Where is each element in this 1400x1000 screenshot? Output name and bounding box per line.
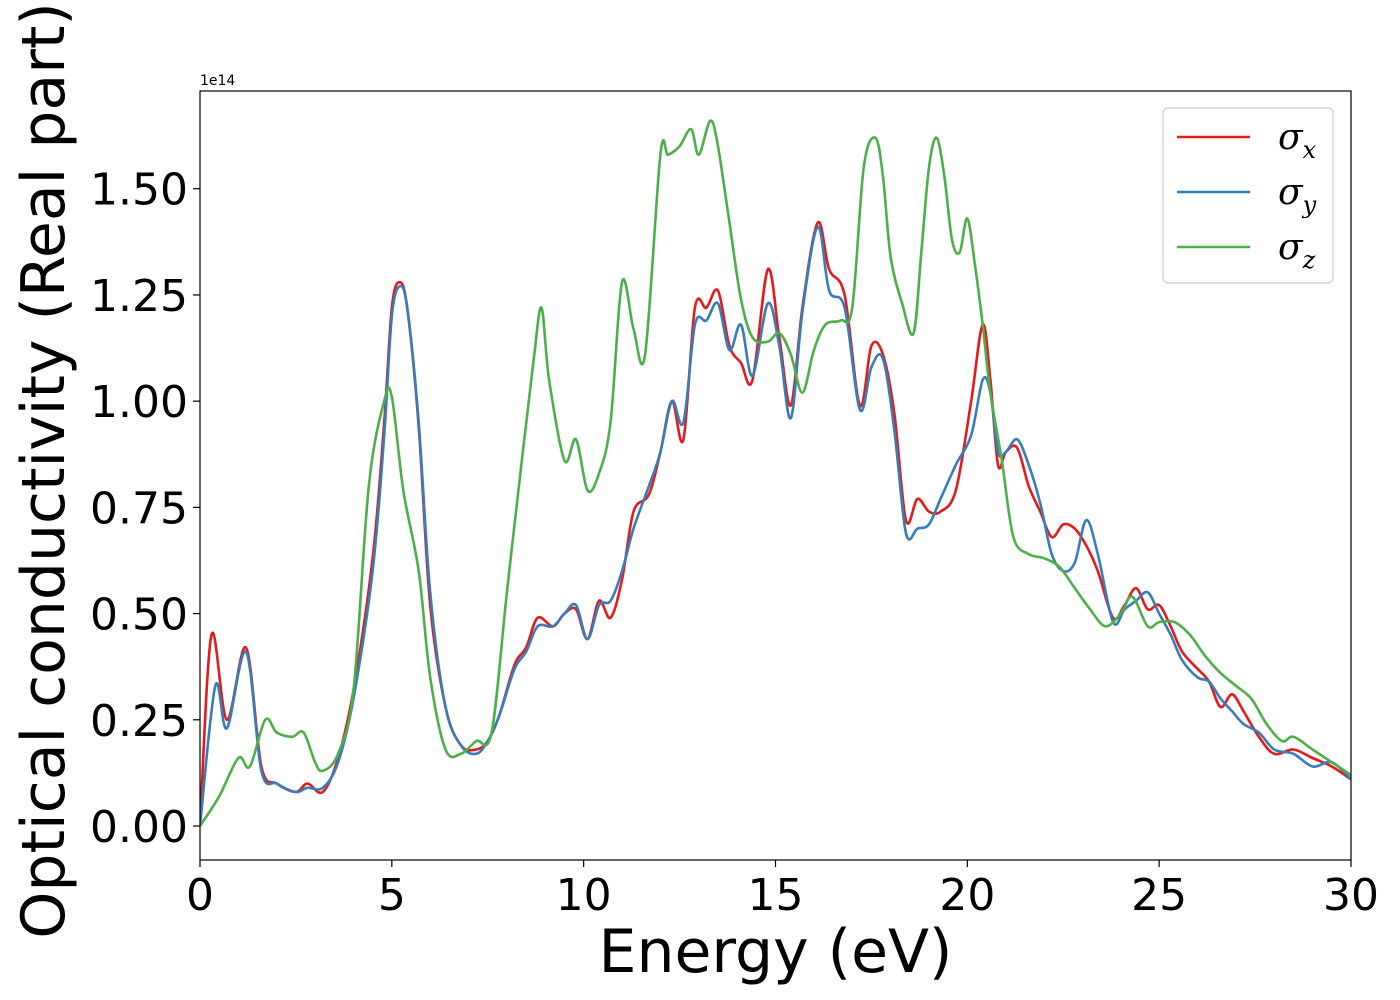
x-tick-label: 30 [1323, 870, 1379, 921]
x-tick-label: 25 [1131, 870, 1187, 921]
x-tick-label: 0 [186, 870, 214, 921]
x-tick-label: 10 [556, 870, 612, 921]
y-offset-label: 1e14 [200, 73, 235, 89]
x-tick-label: 5 [378, 870, 406, 921]
x-axis-title: Energy (eV) [599, 917, 953, 987]
y-tick-label: 1.50 [90, 165, 188, 216]
plot-lines [200, 119, 1351, 827]
legend-label-z: σz [1278, 227, 1316, 274]
y-axis: 0.00 0.25 0.50 0.75 1.00 1.25 1.50 [90, 165, 200, 853]
y-tick-label: 0.50 [90, 590, 188, 641]
x-tick-label: 20 [939, 870, 995, 921]
legend: σx σy σz [1162, 107, 1334, 284]
legend-box [1162, 107, 1334, 284]
x-axis: 0 5 10 15 20 25 30 [186, 860, 1379, 921]
series-line-z [200, 119, 1351, 827]
x-tick-label: 15 [748, 870, 804, 921]
y-tick-label: 0.75 [90, 483, 188, 534]
legend-label-y: σy [1278, 172, 1317, 219]
y-tick-label: 0.25 [90, 696, 188, 747]
y-tick-label: 0.00 [90, 802, 188, 853]
y-tick-label: 1.00 [90, 377, 188, 428]
series-line-x [200, 221, 1351, 827]
y-axis-title: Optical conductivity (Real part) [9, 2, 79, 939]
y-tick-label: 1.25 [90, 271, 188, 322]
legend-label-x: σx [1278, 117, 1317, 164]
